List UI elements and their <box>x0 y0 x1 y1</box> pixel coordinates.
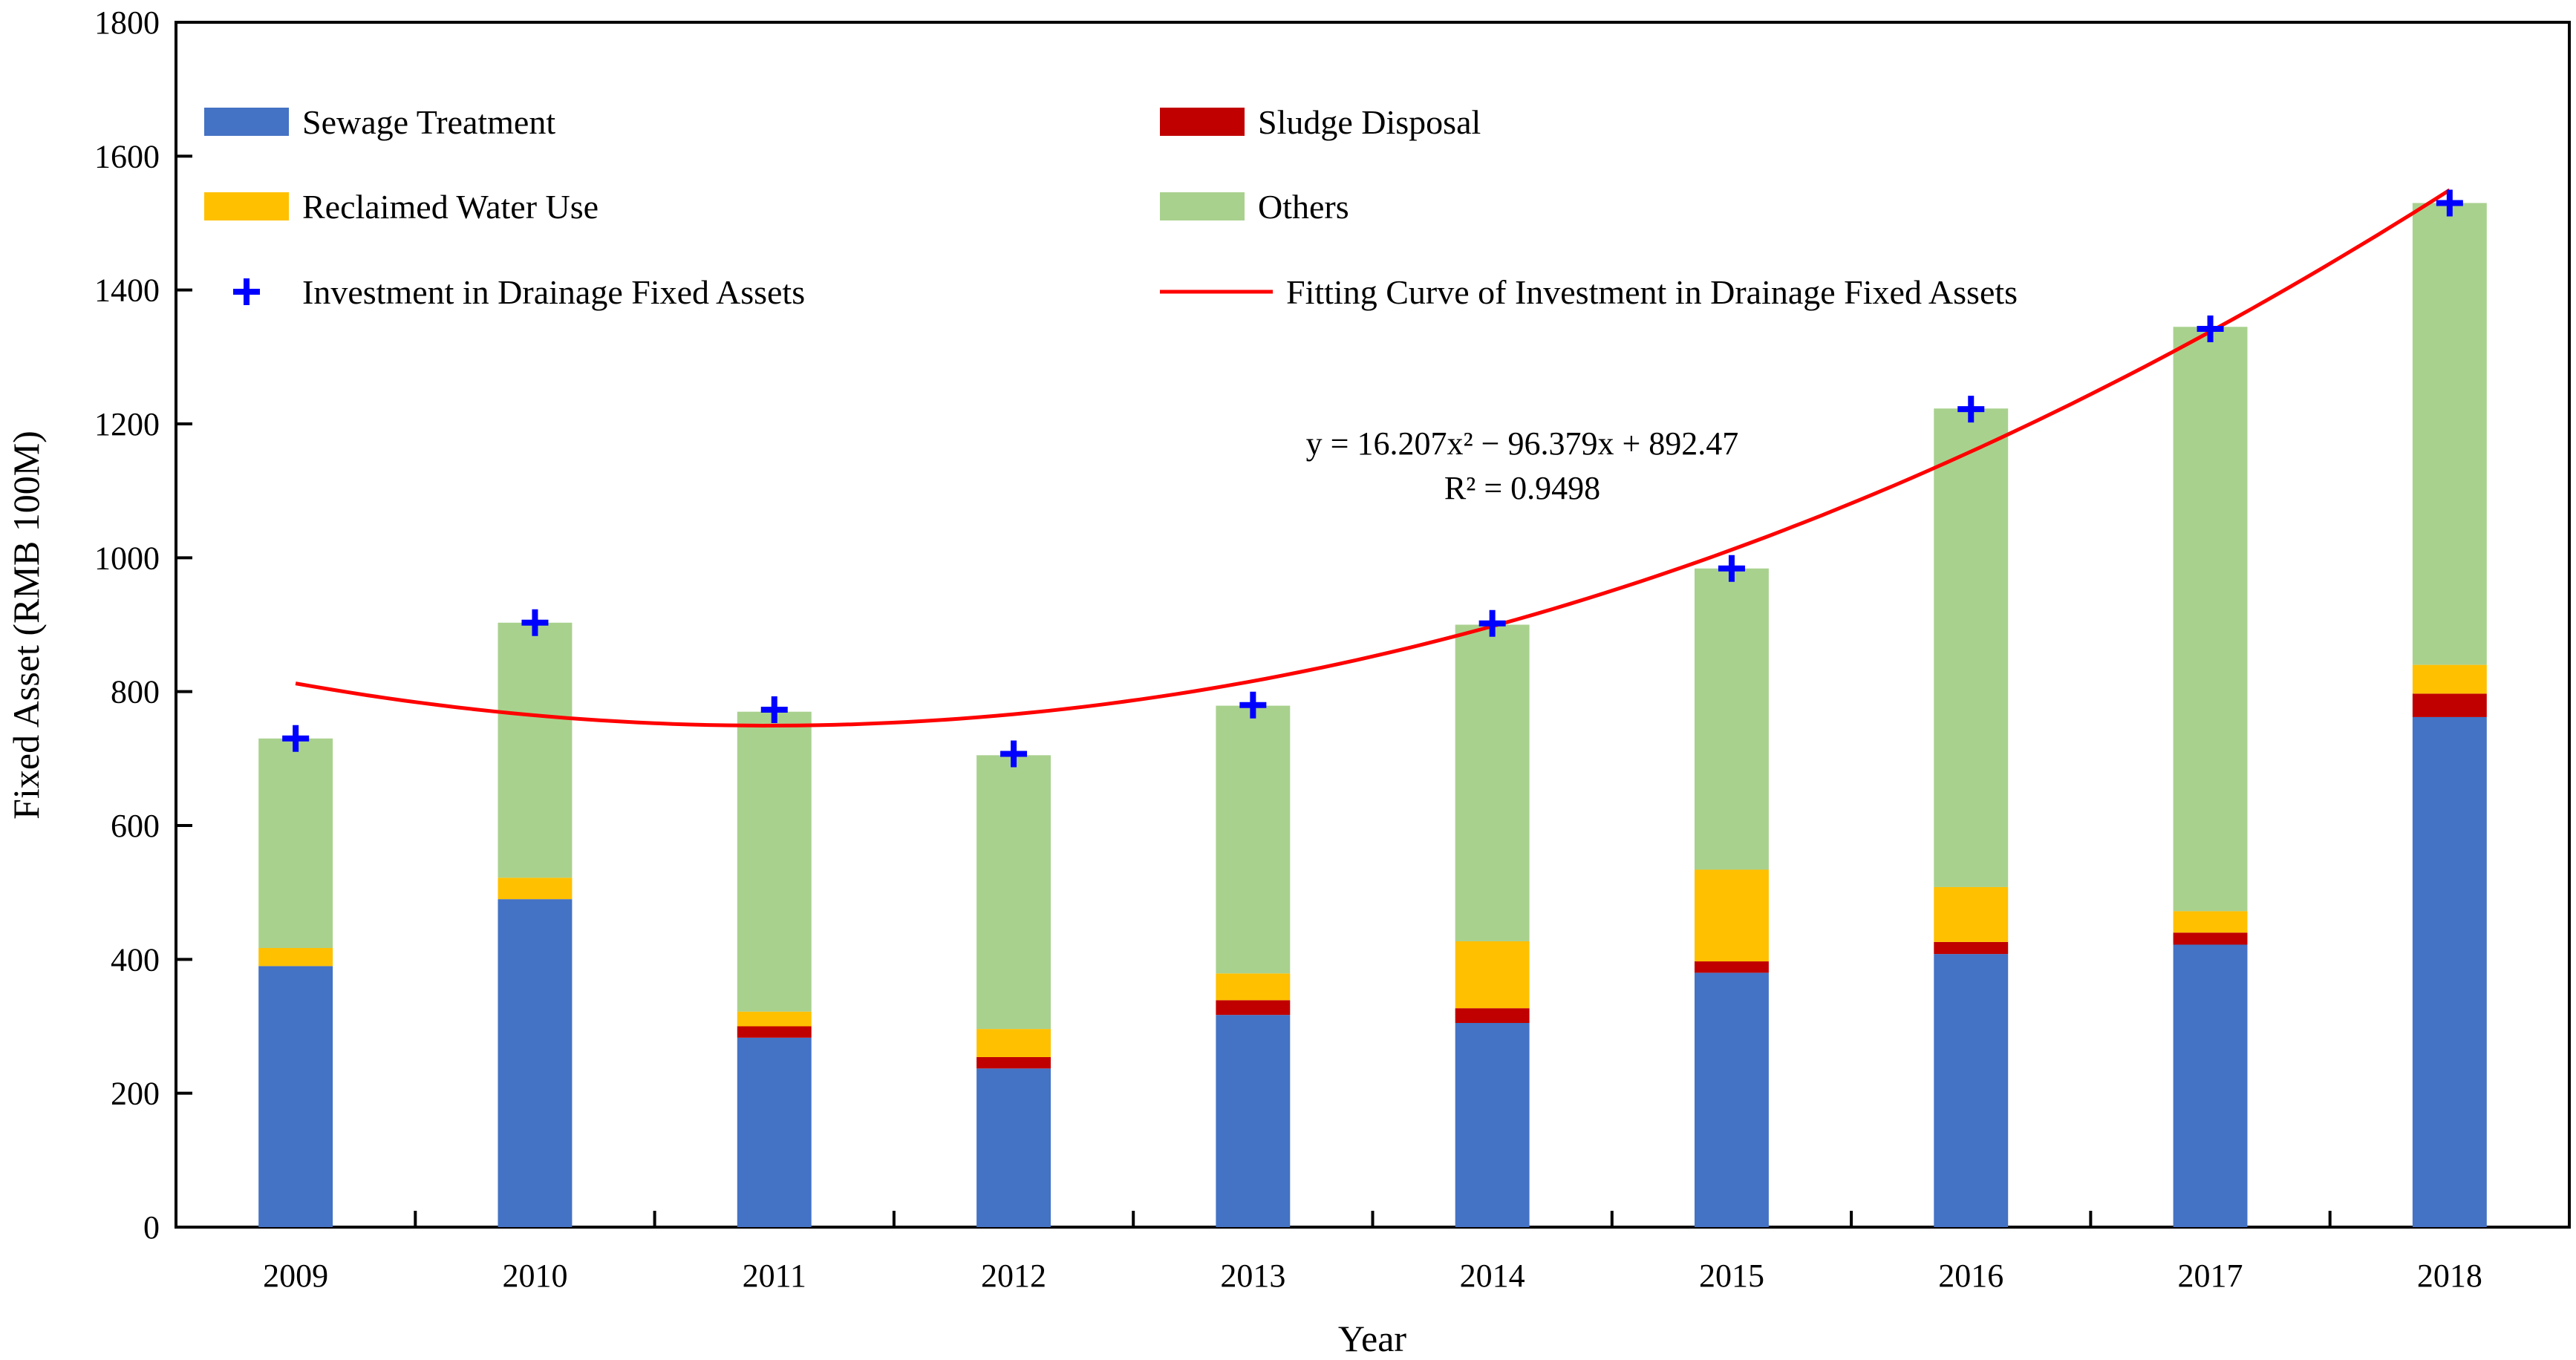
bar-sludge-disposal-2014 <box>1455 1008 1530 1023</box>
bar-sewage-treatment-2015 <box>1694 972 1769 1227</box>
y-tick-label-1800: 1800 <box>94 4 160 41</box>
bar-reclaimed-water-use-2018 <box>2412 664 2487 694</box>
x-tick-label-2018: 2018 <box>2417 1258 2482 1294</box>
x-tick-label-2015: 2015 <box>1699 1258 1764 1294</box>
x-tick-label-2016: 2016 <box>1938 1258 2003 1294</box>
marker-2017 <box>2197 315 2224 342</box>
bar-sewage-treatment-2017 <box>2173 944 2248 1227</box>
bar-sewage-treatment-2011 <box>737 1037 812 1227</box>
bar-others-2015 <box>1694 568 1769 870</box>
bar-sewage-treatment-2018 <box>2412 716 2487 1227</box>
bar-sewage-treatment-2009 <box>258 966 333 1227</box>
marker-2014 <box>1478 609 1506 637</box>
legend-swatch-reclaimed-water-use <box>204 192 289 220</box>
bar-sewage-treatment-2016 <box>1934 954 2009 1227</box>
x-tick-label-2014: 2014 <box>1460 1258 1525 1294</box>
legend-swatch-others <box>1160 192 1245 220</box>
bar-others-2012 <box>976 755 1051 1030</box>
x-tick-label-2010: 2010 <box>502 1258 567 1294</box>
bar-reclaimed-water-use-2010 <box>498 877 573 900</box>
x-tick-label-2009: 2009 <box>263 1258 328 1294</box>
legend-label-investment-in-drainage-fixed-assets: Investment in Drainage Fixed Assets <box>302 273 805 311</box>
bar-reclaimed-water-use-2014 <box>1455 941 1530 1009</box>
bar-sewage-treatment-2012 <box>976 1068 1051 1227</box>
y-tick-label-0: 0 <box>143 1209 160 1246</box>
marker-2018 <box>2436 189 2463 217</box>
legend-swatch-sludge-disposal <box>1160 108 1245 136</box>
marker-2015 <box>1718 555 1745 582</box>
y-tick-label-800: 800 <box>111 674 160 710</box>
bar-reclaimed-water-use-2017 <box>2173 911 2248 933</box>
fit-curve-layer <box>295 188 2451 728</box>
bar-sewage-treatment-2013 <box>1216 1015 1291 1227</box>
bar-sewage-treatment-2014 <box>1455 1022 1530 1227</box>
bar-others-2016 <box>1934 408 2009 887</box>
bar-others-2010 <box>498 622 573 878</box>
bar-sludge-disposal-2015 <box>1694 961 1769 973</box>
y-tick-label-400: 400 <box>111 941 160 978</box>
y-tick-label-600: 600 <box>111 808 160 844</box>
bar-others-2013 <box>1216 705 1291 974</box>
y-tick-label-1400: 1400 <box>94 272 160 309</box>
y-tick-label-1600: 1600 <box>94 138 160 174</box>
fit-equation-text: y = 16.207x² − 96.379x + 892.47 <box>1306 425 1739 462</box>
bar-reclaimed-water-use-2011 <box>737 1011 812 1027</box>
x-tick-label-2011: 2011 <box>743 1258 806 1294</box>
y-tick-label-1200: 1200 <box>94 406 160 442</box>
x-tick-label-2017: 2017 <box>2178 1258 2243 1294</box>
fit-equation: y = 16.207x² − 96.379x + 892.47 R² = 0.9… <box>1306 425 1739 506</box>
marker-2013 <box>1239 691 1267 719</box>
marker-2011 <box>760 696 788 724</box>
bar-reclaimed-water-use-2012 <box>976 1029 1051 1057</box>
bar-sludge-disposal-2011 <box>737 1026 812 1038</box>
bar-sludge-disposal-2016 <box>1934 941 2009 955</box>
bar-reclaimed-water-use-2009 <box>258 948 333 967</box>
x-axis-title: Year <box>1338 1318 1406 1359</box>
legend-label-sewage-treatment: Sewage Treatment <box>302 103 555 141</box>
bar-reclaimed-water-use-2016 <box>1934 886 2009 942</box>
x-tick-label-2012: 2012 <box>981 1258 1046 1294</box>
marker-2016 <box>1957 396 1985 423</box>
bar-others-2011 <box>737 711 812 1012</box>
x-axis: 2009 2010 2011 2012 2013 2014 2015 2016 2017 2018 <box>263 1211 2482 1294</box>
bar-reclaimed-water-use-2015 <box>1694 869 1769 962</box>
legend-label-sludge-disposal: Sludge Disposal <box>1258 103 1481 141</box>
bar-sludge-disposal-2018 <box>2412 693 2487 717</box>
bar-layer <box>258 203 2487 1227</box>
legend-marker-icon <box>233 278 260 305</box>
y-tick-label-1000: 1000 <box>94 540 160 576</box>
y-axis: 0 200 400 600 800 1000 1200 1400 1600 1800 <box>94 4 192 1246</box>
marker-2009 <box>282 725 310 752</box>
legend-swatch-sewage-treatment <box>204 108 289 136</box>
legend: Sewage Treatment Sludge Disposal Reclaimed… <box>204 103 2018 311</box>
y-tick-label-200: 200 <box>111 1076 160 1112</box>
bar-others-2017 <box>2173 327 2248 912</box>
bar-others-2014 <box>1455 624 1530 941</box>
bar-others-2009 <box>258 738 333 949</box>
legend-label-others: Others <box>1258 188 1349 226</box>
bar-sludge-disposal-2012 <box>976 1056 1051 1069</box>
legend-label-reclaimed-water-use: Reclaimed Water Use <box>302 188 599 226</box>
y-axis-title: Fixed Asset (RMB 100M) <box>5 431 47 820</box>
marker-2010 <box>521 609 549 636</box>
bar-others-2018 <box>2412 203 2487 665</box>
legend-label-fitting-curve-of-investment-in-drainage-fixed-assets: Fitting Curve of Investment in Drainage … <box>1286 273 2018 311</box>
marker-layer <box>282 189 2463 768</box>
fit-r2-text: R² = 0.9498 <box>1444 470 1600 506</box>
bar-sewage-treatment-2010 <box>498 899 573 1227</box>
marker-2012 <box>1000 740 1028 768</box>
bar-reclaimed-water-use-2013 <box>1216 973 1291 1001</box>
fit-curve-line <box>295 188 2451 728</box>
bar-sludge-disposal-2013 <box>1216 1000 1291 1016</box>
bar-sludge-disposal-2017 <box>2173 932 2248 945</box>
x-tick-label-2013: 2013 <box>1220 1258 1285 1294</box>
